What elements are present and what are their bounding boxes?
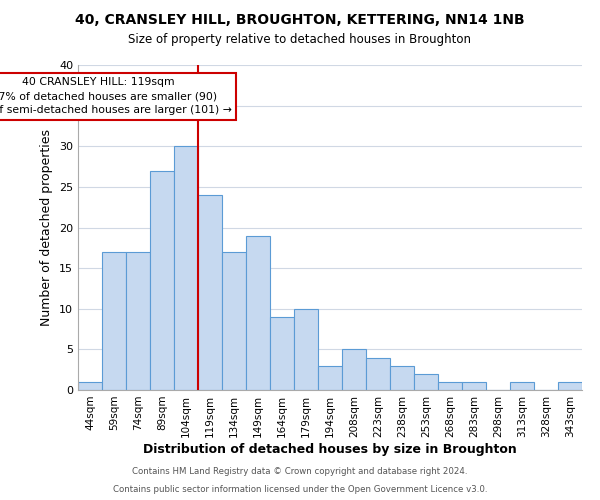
Bar: [366, 358, 390, 390]
Bar: [150, 170, 174, 390]
Text: 40 CRANSLEY HILL: 119sqm
← 47% of detached houses are smaller (90)
53% of semi-d: 40 CRANSLEY HILL: 119sqm ← 47% of detach…: [0, 77, 232, 115]
Text: 40, CRANSLEY HILL, BROUGHTON, KETTERING, NN14 1NB: 40, CRANSLEY HILL, BROUGHTON, KETTERING,…: [75, 12, 525, 26]
Bar: [342, 350, 366, 390]
Bar: [558, 382, 582, 390]
Text: Contains HM Land Registry data © Crown copyright and database right 2024.: Contains HM Land Registry data © Crown c…: [132, 467, 468, 476]
Bar: [126, 252, 150, 390]
Bar: [510, 382, 534, 390]
Y-axis label: Number of detached properties: Number of detached properties: [40, 129, 53, 326]
X-axis label: Distribution of detached houses by size in Broughton: Distribution of detached houses by size …: [143, 442, 517, 456]
Bar: [390, 366, 414, 390]
Bar: [318, 366, 342, 390]
Bar: [414, 374, 438, 390]
Bar: [270, 317, 294, 390]
Bar: [438, 382, 462, 390]
Bar: [174, 146, 198, 390]
Text: Size of property relative to detached houses in Broughton: Size of property relative to detached ho…: [128, 32, 472, 46]
Bar: [294, 308, 318, 390]
Bar: [462, 382, 486, 390]
Bar: [78, 382, 102, 390]
Bar: [102, 252, 126, 390]
Text: Contains public sector information licensed under the Open Government Licence v3: Contains public sector information licen…: [113, 485, 487, 494]
Bar: [246, 236, 270, 390]
Bar: [222, 252, 246, 390]
Bar: [198, 195, 222, 390]
